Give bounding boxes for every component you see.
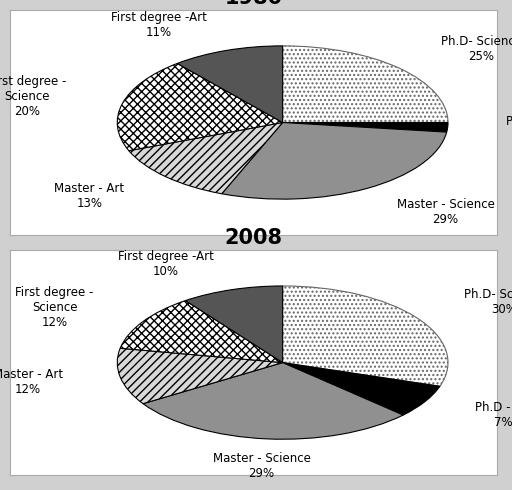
Text: Master - Science
29%: Master - Science 29% [212, 452, 310, 480]
Wedge shape [283, 122, 448, 132]
Text: Ph.D - Art
7%: Ph.D - Art 7% [475, 401, 512, 429]
Wedge shape [283, 286, 448, 386]
Text: First degree -Art
11%: First degree -Art 11% [111, 11, 207, 39]
Title: 1980: 1980 [224, 0, 283, 8]
Wedge shape [283, 46, 448, 122]
Wedge shape [117, 63, 283, 151]
Text: First degree -Art
10%: First degree -Art 10% [118, 250, 214, 278]
Wedge shape [177, 46, 283, 122]
Text: First degree -
Science
20%: First degree - Science 20% [0, 75, 66, 118]
Wedge shape [185, 286, 283, 363]
Text: Master - Art
13%: Master - Art 13% [54, 182, 124, 210]
Wedge shape [222, 122, 446, 199]
Text: Master - Science
29%: Master - Science 29% [396, 198, 495, 226]
Wedge shape [129, 122, 283, 194]
Title: 2008: 2008 [224, 228, 283, 248]
Text: Ph.D- Science
30%: Ph.D- Science 30% [464, 288, 512, 316]
Wedge shape [283, 363, 440, 415]
Text: Ph.D - Art
2%: Ph.D - Art 2% [506, 115, 512, 143]
Text: Ph.D- Science
25%: Ph.D- Science 25% [441, 35, 512, 63]
Wedge shape [143, 363, 403, 439]
Text: First degree -
Science
12%: First degree - Science 12% [15, 286, 94, 328]
Wedge shape [117, 348, 283, 404]
Text: Master - Art
12%: Master - Art 12% [0, 368, 63, 396]
Wedge shape [120, 300, 283, 363]
